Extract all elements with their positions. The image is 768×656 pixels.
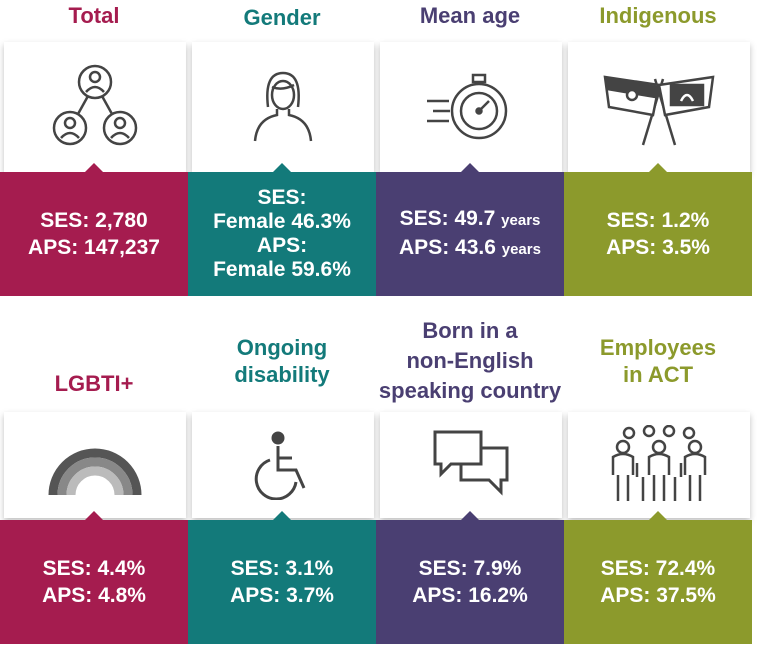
ses-value: SES: 4.4% bbox=[42, 557, 146, 580]
aps-label: APS: bbox=[256, 234, 308, 257]
ses-value: SES: 7.9% bbox=[418, 557, 522, 580]
title-line: Gender bbox=[243, 5, 321, 30]
title-line: speaking country bbox=[378, 378, 562, 403]
aps-value: APS: 147,237 bbox=[28, 236, 160, 259]
tile-employees-act: Employees in ACT SES: 72.4% APS: 37.5% bbox=[564, 308, 752, 644]
ses-label: SES: bbox=[257, 186, 307, 209]
icon-box bbox=[192, 412, 374, 518]
ses-unit: years bbox=[501, 212, 541, 229]
tile-title: Employees in ACT bbox=[564, 334, 752, 388]
ses-number: SES: 49.7 bbox=[399, 207, 496, 230]
aps-value: APS: 37.5% bbox=[600, 584, 716, 607]
flags-icon bbox=[603, 75, 715, 146]
icon-box bbox=[192, 42, 374, 172]
stats-band: SES: 72.4% APS: 37.5% bbox=[564, 511, 752, 644]
stats-band: SES: 2,780 APS: 147,237 bbox=[0, 163, 188, 296]
title-line: Ongoing bbox=[236, 335, 328, 360]
stats-band: SES: 1.2% APS: 3.5% bbox=[564, 163, 752, 296]
icon-box bbox=[380, 412, 562, 518]
aps-number: APS: 43.6 bbox=[399, 236, 496, 259]
aps-value: APS: 3.7% bbox=[230, 584, 334, 607]
tile-disability: Ongoing disability SES: 3.1% APS: 3.7% bbox=[188, 308, 376, 644]
ses-value: SES: 49.7 years bbox=[400, 205, 541, 234]
group-icon bbox=[611, 425, 707, 501]
title-line: in ACT bbox=[622, 362, 694, 387]
title-line: Mean age bbox=[419, 3, 521, 28]
ses-value: SES: 2,780 bbox=[40, 209, 148, 232]
tile-title: LGBTI+ bbox=[0, 370, 188, 397]
ses-value: SES: 72.4% bbox=[600, 557, 716, 580]
tile-mean-age: Mean age SES: 49.7 years APS: 43.6 years bbox=[376, 0, 564, 296]
ses-value: Female 46.3% bbox=[213, 210, 351, 233]
stats-band: SES: 3.1% APS: 3.7% bbox=[188, 511, 376, 644]
aps-value: APS: 16.2% bbox=[412, 584, 528, 607]
speech-bubbles-icon bbox=[433, 430, 509, 496]
tile-lgbti: LGBTI+ SES: 4.4% APS: 4.8% bbox=[0, 308, 188, 644]
tile-title: Gender bbox=[188, 4, 376, 31]
stats-band: SES: 4.4% APS: 4.8% bbox=[0, 511, 188, 644]
title-line: disability bbox=[234, 362, 330, 387]
icon-box bbox=[568, 42, 750, 172]
aps-value: Female 59.6% bbox=[213, 258, 351, 281]
tile-total: Total SES: 2,780 APS: 147,237 bbox=[0, 0, 188, 296]
aps-value: APS: 3.5% bbox=[606, 236, 710, 259]
tile-title: Born in a non-English speaking country bbox=[376, 316, 564, 406]
title-line: Total bbox=[68, 3, 120, 28]
title-line: non-English bbox=[406, 348, 534, 373]
title-line: LGBTI+ bbox=[54, 371, 134, 396]
stats-band: SES: 49.7 years APS: 43.6 years bbox=[376, 163, 564, 296]
icon-box bbox=[568, 412, 750, 518]
stats-band: SES: Female 46.3% APS: Female 59.6% bbox=[188, 163, 376, 296]
title-line: Indigenous bbox=[599, 3, 717, 28]
woman-icon bbox=[253, 71, 313, 142]
tile-indigenous: Indigenous SES: 1.2% APS: 3.5% bbox=[564, 0, 752, 296]
stats-band: SES: 7.9% APS: 16.2% bbox=[376, 511, 564, 644]
aps-unit: years bbox=[501, 241, 541, 258]
aps-value: APS: 43.6 years bbox=[399, 234, 541, 263]
icon-box bbox=[4, 42, 186, 172]
title-line: Born in a bbox=[422, 318, 518, 343]
ses-value: SES: 1.2% bbox=[606, 209, 710, 232]
aps-value: APS: 4.8% bbox=[42, 584, 146, 607]
tile-title: Ongoing disability bbox=[188, 334, 376, 388]
tile-title: Indigenous bbox=[564, 2, 752, 29]
people-network-icon bbox=[52, 64, 138, 146]
wheelchair-icon bbox=[254, 431, 306, 500]
rainbow-icon bbox=[48, 448, 142, 495]
tile-gender: Gender SES: Female 46.3% APS: Female 59.… bbox=[188, 0, 376, 296]
icon-box bbox=[4, 412, 186, 518]
title-line: Employees bbox=[599, 335, 717, 360]
stopwatch-icon bbox=[427, 73, 508, 140]
tile-title: Total bbox=[0, 2, 188, 29]
ses-value: SES: 3.1% bbox=[230, 557, 334, 580]
tile-born-overseas: Born in a non-English speaking country S… bbox=[376, 308, 564, 644]
tile-title: Mean age bbox=[376, 2, 564, 29]
icon-box bbox=[380, 42, 562, 172]
